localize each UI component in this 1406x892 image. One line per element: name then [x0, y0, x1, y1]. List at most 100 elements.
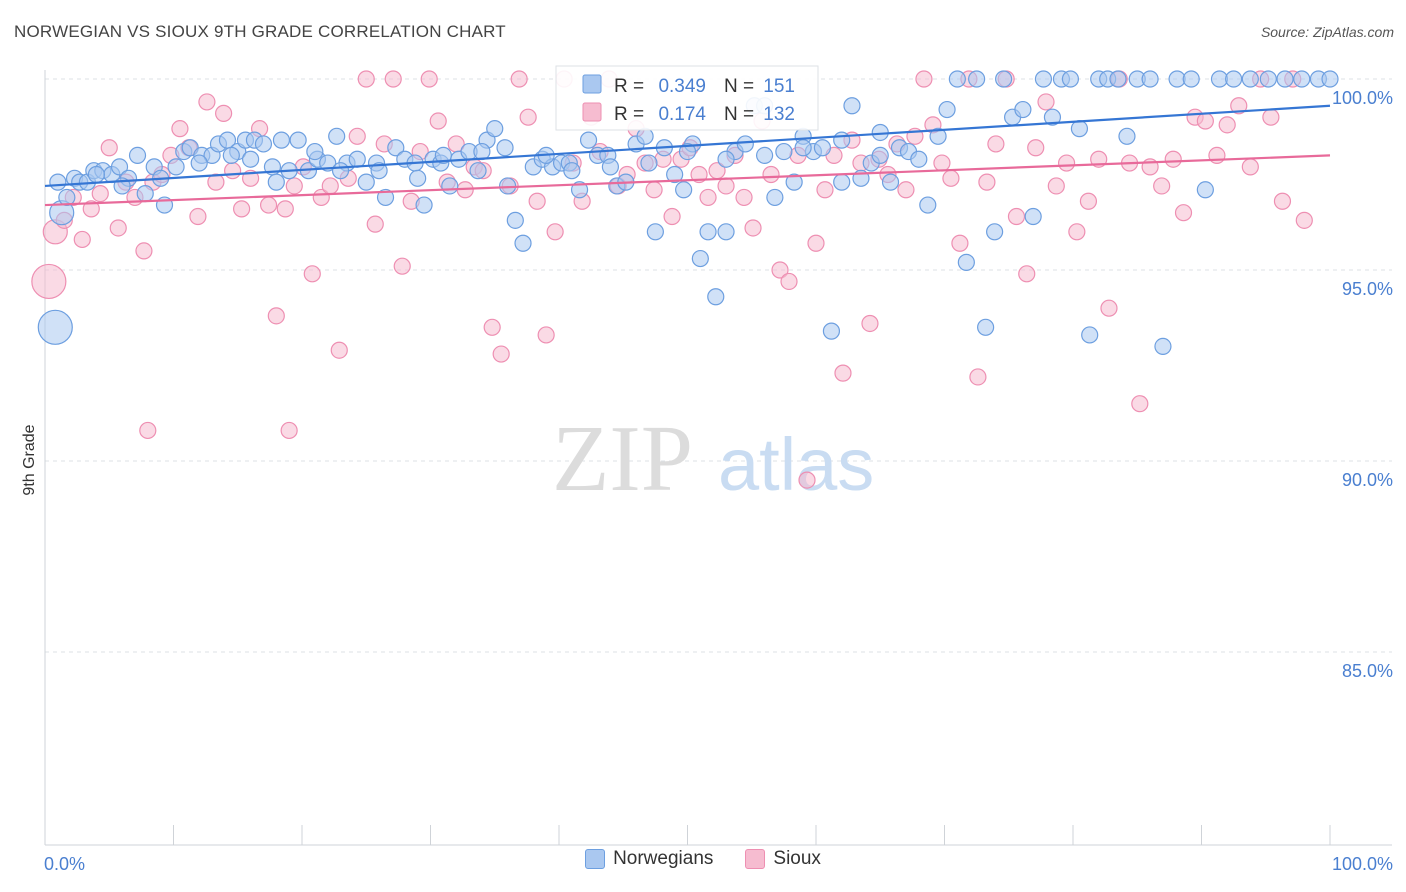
data-points — [31, 70, 1339, 489]
point-sioux — [330, 341, 348, 359]
point-sioux — [942, 169, 960, 187]
y-axis-label: 9th Grade — [21, 424, 38, 495]
point-norwegians — [87, 165, 106, 184]
point-norwegians — [1276, 70, 1294, 88]
point-norwegians — [441, 177, 459, 195]
point-norwegians — [707, 288, 725, 306]
y-tick-label: 95.0% — [1342, 279, 1393, 299]
point-sioux — [393, 257, 411, 275]
x-tick-label: 100.0% — [1332, 854, 1393, 874]
point-norwegians — [1081, 326, 1099, 344]
point-sioux — [420, 70, 438, 88]
point-sioux — [285, 177, 303, 195]
trend-line-norwegians — [44, 104, 1331, 188]
point-sioux — [1273, 192, 1292, 210]
point-norwegians — [434, 146, 452, 164]
point-sioux — [171, 120, 189, 138]
point-sioux — [276, 200, 294, 218]
point-norwegians — [675, 181, 693, 199]
y-tick-label: 100.0% — [1332, 88, 1393, 108]
point-sioux — [834, 364, 852, 382]
point-sioux — [645, 181, 663, 199]
point-norwegians — [1241, 70, 1259, 88]
point-norwegians — [1034, 70, 1053, 88]
point-norwegians — [370, 162, 388, 180]
legend: Norwegians Sioux — [0, 848, 1406, 870]
point-sioux — [31, 263, 67, 300]
point-sioux — [207, 173, 225, 191]
point-sioux — [1047, 177, 1065, 195]
point-sioux — [987, 135, 1005, 153]
point-norwegians — [755, 146, 774, 164]
trend-lines — [44, 104, 1331, 207]
point-sioux — [1068, 223, 1086, 241]
point-norwegians — [1141, 70, 1159, 88]
point-norwegians — [1024, 207, 1042, 226]
point-norwegians — [1225, 70, 1243, 88]
legend-item-norwegians[interactable]: Norwegians — [585, 848, 713, 870]
point-norwegians — [833, 173, 851, 191]
point-sioux — [951, 234, 969, 252]
point-sioux — [267, 307, 285, 325]
point-sioux — [1037, 93, 1055, 111]
point-norwegians — [986, 223, 1004, 241]
watermark-zip: ZIP — [552, 407, 693, 511]
point-norwegians — [957, 253, 975, 271]
point-sioux — [1295, 211, 1313, 229]
stats-swatch — [582, 102, 602, 122]
point-norwegians — [506, 211, 524, 229]
point-norwegians — [514, 234, 532, 252]
point-sioux — [735, 188, 753, 207]
point-sioux — [933, 154, 951, 172]
chart-title: NORWEGIAN VS SIOUX 9TH GRADE CORRELATION… — [14, 22, 506, 41]
point-sioux — [978, 173, 996, 191]
point-sioux — [348, 127, 366, 145]
point-norwegians — [919, 196, 937, 214]
point-norwegians — [376, 188, 395, 207]
point-norwegians — [938, 100, 956, 119]
point-norwegians — [766, 188, 784, 207]
point-norwegians — [1259, 70, 1277, 88]
point-norwegians — [666, 165, 684, 184]
legend-swatch-blue — [585, 849, 606, 869]
point-sioux — [1100, 299, 1118, 317]
trend-line-sioux — [44, 154, 1331, 207]
point-sioux — [100, 139, 118, 157]
point-sioux — [546, 223, 564, 241]
point-sioux — [1241, 158, 1259, 176]
point-sioux — [483, 318, 501, 336]
point-norwegians — [190, 154, 208, 172]
point-norwegians — [570, 181, 589, 199]
point-sioux — [1057, 154, 1076, 172]
point-norwegians — [49, 173, 67, 191]
point-sioux — [519, 108, 537, 126]
point-norwegians — [473, 142, 491, 161]
n-label: N = — [724, 104, 754, 125]
point-sioux — [528, 192, 546, 210]
legend-item-sioux[interactable]: Sioux — [745, 848, 821, 870]
point-norwegians — [929, 127, 947, 145]
point-sioux — [1230, 97, 1248, 115]
point-norwegians — [58, 188, 76, 207]
n-value: 151 — [763, 76, 795, 97]
point-norwegians — [1014, 100, 1032, 119]
point-norwegians — [486, 120, 504, 138]
point-norwegians — [1043, 108, 1062, 126]
point-norwegians — [1154, 337, 1172, 355]
point-norwegians — [272, 131, 291, 149]
point-norwegians — [167, 158, 185, 176]
point-norwegians — [822, 322, 841, 340]
point-sioux — [135, 242, 153, 260]
r-label: R = — [614, 104, 644, 125]
point-sioux — [357, 70, 375, 88]
point-norwegians — [995, 70, 1013, 88]
point-norwegians — [1182, 70, 1200, 88]
point-norwegians — [717, 150, 735, 168]
point-sioux — [492, 345, 510, 363]
point-norwegians — [306, 142, 324, 161]
point-sioux — [1131, 395, 1149, 413]
point-norwegians — [717, 223, 735, 241]
y-tick-label: 90.0% — [1342, 470, 1393, 490]
point-norwegians — [409, 169, 427, 187]
